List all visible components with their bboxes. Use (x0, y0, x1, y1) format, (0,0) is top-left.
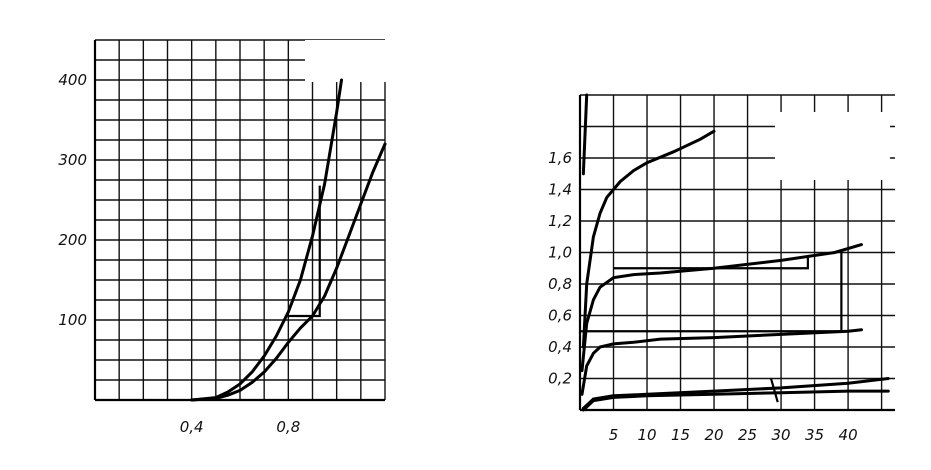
left-y-tick-label: 200 (58, 231, 87, 249)
right-y-tick-label: 0,8 (548, 275, 572, 293)
right-x-tick-label: 5 (609, 426, 619, 444)
right-x-tick-label: 20 (704, 426, 723, 444)
left-chart: 100 200 300 400 0,4 0,8 (58, 39, 387, 436)
right-y-tick-label: 1,4 (548, 181, 572, 199)
right-x-tick-label: 40 (839, 426, 858, 444)
left-y-ticks: 100 200 300 400 (58, 71, 87, 329)
right-steep-line (581, 93, 589, 176)
left-y-tick-label: 100 (58, 311, 87, 329)
right-y-tick-label: 0,2 (548, 370, 572, 388)
right-x-ticks: 5 10 15 20 25 30 35 40 (609, 426, 858, 444)
right-y-ticks: 0,2 0,4 0,6 0,8 1,0 1,2 1,4 1,6 (548, 149, 572, 388)
left-construction-line (288, 185, 321, 318)
right-y-tick-label: 1,2 (548, 212, 572, 230)
left-auxiliary-lines (288, 185, 321, 318)
right-series-line-1 (580, 243, 863, 373)
right-x-tick-label: 35 (805, 426, 824, 444)
left-series-line-0 (190, 78, 343, 402)
right-chart: 0,2 0,4 0,6 0,8 1,0 1,2 1,4 1,6 5 10 15 20 25 30 35 40 (548, 93, 895, 444)
left-legend-box (305, 40, 387, 82)
right-series-line-0 (581, 129, 716, 349)
left-y-tick-label: 400 (58, 71, 87, 89)
left-x-ticks: 0,4 0,8 (180, 418, 301, 436)
right-series-line-3 (581, 389, 890, 412)
right-y-tick-label: 1,6 (548, 149, 572, 167)
left-y-tick-label: 300 (58, 151, 87, 169)
right-annotation-bg (775, 112, 890, 180)
right-series-line-4 (581, 377, 890, 410)
left-legend-bg (305, 40, 387, 82)
right-y-tick-label: 1,0 (548, 244, 572, 262)
left-grid (93, 39, 386, 402)
right-label-pointer (769, 378, 779, 403)
right-y-tick-label: 0,6 (548, 307, 572, 325)
right-curves (580, 129, 890, 412)
right-x-tick-label: 30 (772, 426, 791, 444)
left-x-tick-label: 0,8 (276, 418, 300, 436)
left-curves (190, 78, 387, 402)
right-series-line-2 (580, 328, 863, 396)
right-x-tick-label: 10 (637, 426, 656, 444)
right-y-tick-label: 0,4 (548, 338, 572, 356)
left-series-line-1 (190, 142, 387, 402)
left-x-tick-label: 0,4 (180, 418, 204, 436)
right-construction-line-upper (613, 257, 809, 270)
right-x-tick-label: 15 (671, 426, 690, 444)
right-x-tick-label: 25 (738, 426, 757, 444)
right-annotation-box (775, 112, 890, 180)
right-construction-line-rect (580, 249, 843, 333)
